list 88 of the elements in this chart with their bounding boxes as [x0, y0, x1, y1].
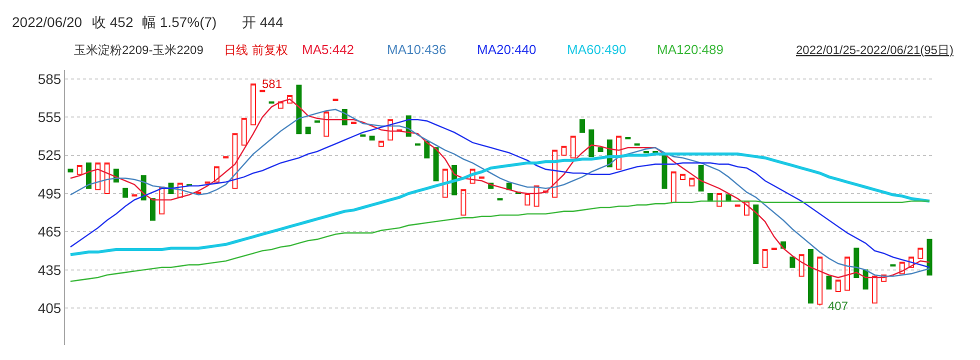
candlestick	[588, 129, 594, 158]
candlestick	[159, 186, 165, 214]
candlestick	[433, 147, 439, 182]
candlestick	[396, 129, 402, 132]
candlestick	[771, 248, 777, 250]
candlestick	[908, 256, 914, 268]
candlestick	[177, 182, 183, 198]
y-tick-label: 435	[38, 262, 62, 278]
candlestick	[388, 119, 394, 141]
candlestick	[598, 147, 604, 152]
candlestick	[104, 162, 110, 194]
candlestick	[278, 101, 284, 109]
y-tick-label: 465	[38, 224, 62, 240]
candlestick	[214, 166, 220, 183]
text: MA60:490	[567, 42, 626, 57]
candlestick	[378, 140, 384, 147]
candlestick	[625, 136, 631, 140]
text: 幅 1.57%(7)	[142, 14, 217, 30]
candlestick	[872, 276, 878, 304]
candlestick	[369, 136, 375, 141]
candlestick	[808, 249, 814, 304]
candlestick	[881, 274, 887, 282]
candlestick	[250, 84, 256, 126]
candlestick	[324, 112, 330, 137]
candlestick	[241, 118, 247, 146]
text: MA10:436	[387, 42, 446, 57]
chart-subtitle: 玉米淀粉2209-玉米2209	[74, 43, 204, 57]
line-series	[68, 152, 932, 256]
candlestick	[287, 94, 293, 104]
candlestick	[95, 162, 101, 190]
candlestick	[76, 164, 82, 175]
y-tick-label: 495	[38, 185, 62, 202]
candlestick	[460, 189, 466, 216]
candlestick	[232, 133, 238, 189]
candlestick	[305, 126, 311, 134]
text: 开 444	[242, 14, 284, 30]
candlestick	[716, 193, 722, 207]
candlestick	[689, 178, 695, 186]
candlestick	[899, 262, 905, 274]
candlestick	[817, 256, 823, 306]
line-series	[70, 200, 930, 282]
candlestick	[542, 190, 548, 193]
chart-title: 2022/06/20	[12, 14, 82, 30]
candlestick	[442, 168, 448, 198]
candlestick	[68, 168, 74, 172]
candlestick	[524, 193, 530, 206]
y-tick-label: 555	[38, 109, 62, 126]
text: 前复权	[252, 43, 288, 57]
candlestick	[534, 185, 540, 207]
candlestick	[122, 188, 128, 198]
annotation: 581	[262, 77, 282, 91]
candlestick	[734, 204, 740, 207]
candlestick	[844, 256, 850, 291]
text: MA120:489	[657, 42, 724, 57]
candlestick	[260, 90, 266, 92]
candlestick	[580, 119, 585, 133]
candlestick	[753, 204, 759, 264]
candlestick	[132, 194, 138, 197]
text: MA20:440	[477, 42, 536, 57]
text: MA5:442	[302, 42, 354, 57]
candlestick	[332, 98, 338, 102]
y-tick-label: 585	[38, 70, 62, 87]
candlestick	[561, 146, 567, 156]
candlestick	[643, 150, 649, 154]
annotation: 407	[828, 299, 848, 313]
text: 日线	[224, 43, 248, 57]
candlestick	[926, 238, 932, 276]
y-tick-label: 405	[38, 300, 62, 316]
candlestick	[680, 174, 686, 180]
text: 收 452	[92, 14, 134, 30]
candlestick	[918, 248, 924, 259]
candlestick	[798, 254, 804, 277]
candlestick	[616, 136, 622, 170]
y-tick-label: 525	[38, 147, 62, 164]
candlestick	[570, 136, 576, 158]
candlestick	[744, 200, 750, 216]
candlestick	[670, 171, 676, 203]
candlestick	[424, 140, 430, 158]
candlestick	[552, 150, 558, 198]
text: 2022/01/25-2022/06/21(95日)	[796, 43, 954, 57]
candlestick	[470, 168, 476, 184]
candlestick	[478, 176, 484, 179]
candlestick	[790, 256, 796, 268]
candlestick	[762, 249, 768, 268]
candlestick	[296, 84, 302, 134]
candlestick	[698, 164, 704, 192]
candlestick	[835, 280, 841, 292]
candlestick	[150, 198, 156, 221]
